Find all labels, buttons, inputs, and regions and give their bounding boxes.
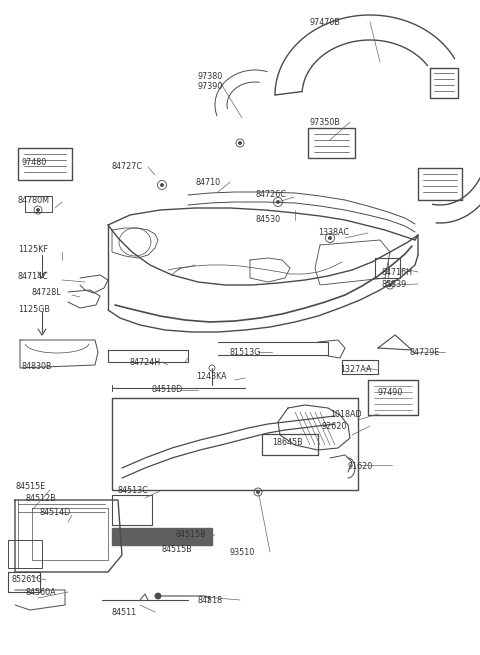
Text: 97350B: 97350B xyxy=(310,118,341,127)
Text: 97390: 97390 xyxy=(198,82,223,91)
Circle shape xyxy=(239,141,241,145)
Text: 18645B: 18645B xyxy=(272,438,302,447)
Text: 84728L: 84728L xyxy=(32,288,61,297)
Text: 84512B: 84512B xyxy=(26,494,57,503)
Text: 1338AC: 1338AC xyxy=(318,228,349,237)
Text: 84530: 84530 xyxy=(255,215,280,224)
Text: 84560A: 84560A xyxy=(25,588,56,597)
Circle shape xyxy=(155,593,161,599)
Circle shape xyxy=(328,236,332,240)
Text: 93510: 93510 xyxy=(230,548,255,557)
Text: 1125GB: 1125GB xyxy=(18,305,50,314)
Text: 84727C: 84727C xyxy=(112,162,143,171)
Circle shape xyxy=(160,183,164,187)
Text: 1327AA: 1327AA xyxy=(340,365,372,374)
Text: 97480: 97480 xyxy=(22,158,47,167)
Text: 97490: 97490 xyxy=(378,388,403,397)
Text: 84714C: 84714C xyxy=(18,272,49,281)
Text: 84518D: 84518D xyxy=(152,385,183,394)
Circle shape xyxy=(388,284,392,286)
Text: 84515B: 84515B xyxy=(175,530,206,539)
Text: 1018AD: 1018AD xyxy=(330,410,361,419)
Text: 92620: 92620 xyxy=(322,422,348,431)
Text: 1243KA: 1243KA xyxy=(196,372,227,381)
Text: 97470B: 97470B xyxy=(310,18,341,27)
Text: 84515B: 84515B xyxy=(162,545,193,554)
Circle shape xyxy=(256,491,260,493)
Text: 84710: 84710 xyxy=(196,178,221,187)
Polygon shape xyxy=(112,528,212,545)
Circle shape xyxy=(276,200,279,204)
Text: 85261C: 85261C xyxy=(12,575,43,584)
Text: 84724H: 84724H xyxy=(130,358,161,367)
Text: 85839: 85839 xyxy=(382,280,407,289)
Text: 84716H: 84716H xyxy=(382,268,413,277)
Text: 84780M: 84780M xyxy=(18,196,50,205)
Text: 1125KF: 1125KF xyxy=(18,245,48,254)
Text: 84726C: 84726C xyxy=(255,190,286,199)
Text: 84515E: 84515E xyxy=(16,482,46,491)
Text: 84729E: 84729E xyxy=(410,348,440,357)
Text: 84830B: 84830B xyxy=(22,362,52,371)
Text: 91620: 91620 xyxy=(348,462,373,471)
Text: 84514D: 84514D xyxy=(40,508,71,517)
Text: 81513G: 81513G xyxy=(230,348,262,357)
Text: 84511: 84511 xyxy=(112,608,137,617)
Text: 97380: 97380 xyxy=(198,72,223,81)
Text: 84518: 84518 xyxy=(198,596,223,605)
Text: 84513C: 84513C xyxy=(118,486,149,495)
Circle shape xyxy=(36,208,39,212)
